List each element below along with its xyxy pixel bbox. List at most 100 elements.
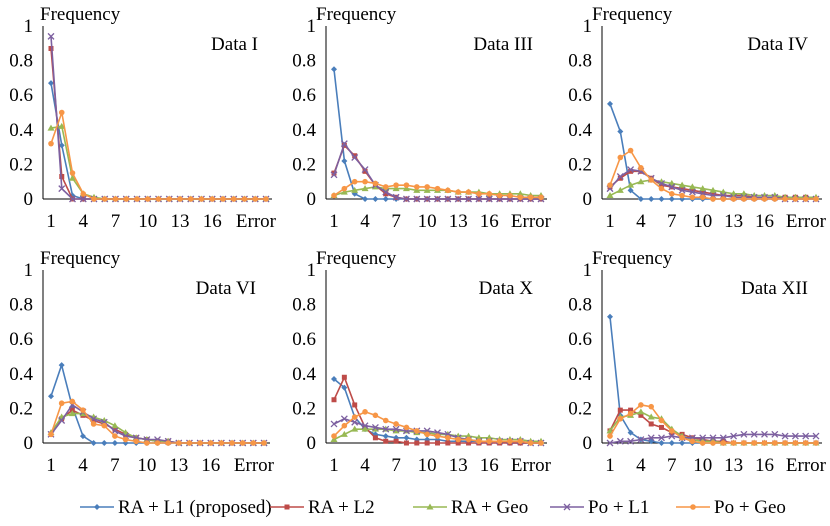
- data-point: [331, 397, 337, 403]
- data-point: [382, 184, 389, 190]
- data-point: [607, 433, 613, 439]
- data-point: [772, 440, 778, 446]
- series-line: [50, 48, 266, 200]
- y-tick-label: 1: [24, 16, 34, 37]
- data-point: [58, 142, 65, 149]
- data-point: [351, 425, 359, 432]
- data-point: [720, 196, 727, 202]
- x-tick-label: 16: [480, 455, 499, 476]
- legend-item: Po + Geo: [676, 497, 786, 518]
- data-point: [48, 45, 54, 51]
- series-line: [609, 103, 816, 200]
- data-point: [606, 439, 614, 447]
- data-point: [331, 192, 337, 199]
- data-point: [372, 196, 379, 202]
- data-point: [475, 195, 483, 203]
- data-point: [434, 433, 441, 439]
- legend-marker: [94, 504, 100, 510]
- data-point: [186, 440, 193, 446]
- y-tick-label: 1: [583, 16, 593, 37]
- data-point: [751, 440, 757, 446]
- y-tick-label: 0: [583, 189, 593, 210]
- data-point: [372, 412, 379, 419]
- x-tick-label: 13: [169, 455, 188, 476]
- legend-label: Po + L1: [588, 497, 649, 518]
- data-point: [486, 191, 493, 197]
- x-tick-label: Error: [234, 455, 275, 476]
- data-point: [340, 188, 348, 195]
- data-point: [527, 440, 534, 446]
- x-tick-label: 13: [171, 211, 190, 232]
- data-point: [58, 400, 65, 407]
- data-point: [261, 440, 267, 446]
- data-point: [144, 196, 151, 202]
- data-point: [91, 418, 97, 424]
- data-point: [362, 178, 368, 185]
- data-point: [669, 191, 675, 197]
- x-tick-label: 4: [360, 455, 370, 476]
- data-point: [69, 398, 76, 405]
- legend-item: RA + L1 (proposed): [80, 497, 272, 518]
- x-tick-label: 13: [449, 455, 468, 476]
- data-point: [90, 440, 97, 446]
- data-point: [341, 422, 348, 429]
- data-point: [424, 440, 430, 446]
- data-point: [352, 402, 358, 408]
- data-point: [710, 191, 716, 197]
- y-tick-label: 0: [307, 189, 317, 210]
- data-point: [648, 403, 654, 410]
- y-tick-label: 1: [307, 260, 317, 281]
- data-point: [761, 196, 768, 202]
- y-tick-label: 0: [24, 433, 34, 454]
- data-point: [403, 440, 409, 446]
- data-point: [362, 409, 368, 415]
- data-point: [507, 438, 513, 445]
- data-point: [371, 183, 379, 190]
- y-tick-label: 0.8: [292, 51, 316, 72]
- data-point: [455, 189, 462, 195]
- y-tick-label: 0.2: [292, 398, 316, 419]
- data-point: [445, 187, 451, 194]
- data-point: [207, 440, 214, 446]
- data-point: [361, 166, 369, 174]
- data-point: [616, 173, 624, 180]
- data-point: [414, 184, 420, 190]
- series-5: [607, 402, 819, 446]
- data-point: [455, 436, 462, 443]
- data-point: [111, 422, 119, 429]
- data-point: [637, 196, 644, 202]
- data-point: [361, 422, 369, 430]
- data-point: [330, 436, 338, 443]
- data-point: [122, 436, 129, 443]
- chart-title: Data IV: [747, 34, 808, 55]
- data-point: [627, 187, 634, 194]
- data-point: [382, 425, 390, 433]
- x-tick-label: 10: [138, 211, 157, 232]
- data-point: [383, 438, 389, 444]
- data-point: [362, 168, 368, 174]
- y-tick-label: 0.6: [292, 329, 316, 350]
- data-point: [403, 182, 410, 188]
- chart-title: Data X: [479, 278, 534, 299]
- data-point: [486, 438, 493, 445]
- y-tick-label: 0.4: [292, 120, 316, 141]
- legend-label: RA + Geo: [451, 497, 528, 518]
- data-point: [48, 80, 54, 87]
- data-point: [465, 189, 472, 195]
- series-2: [48, 45, 269, 202]
- data-point: [340, 140, 348, 148]
- series-5: [48, 109, 269, 202]
- data-point: [507, 192, 513, 199]
- y-tick-label: 0.6: [9, 329, 33, 350]
- data-point: [392, 427, 400, 434]
- data-point: [771, 430, 779, 438]
- data-point: [658, 185, 665, 192]
- data-point: [382, 433, 389, 440]
- data-point: [813, 440, 819, 446]
- y-tick-label: 0: [307, 433, 317, 454]
- chart-title: Data I: [211, 34, 258, 55]
- data-point: [617, 175, 623, 181]
- data-point: [69, 195, 76, 203]
- data-point: [434, 185, 441, 192]
